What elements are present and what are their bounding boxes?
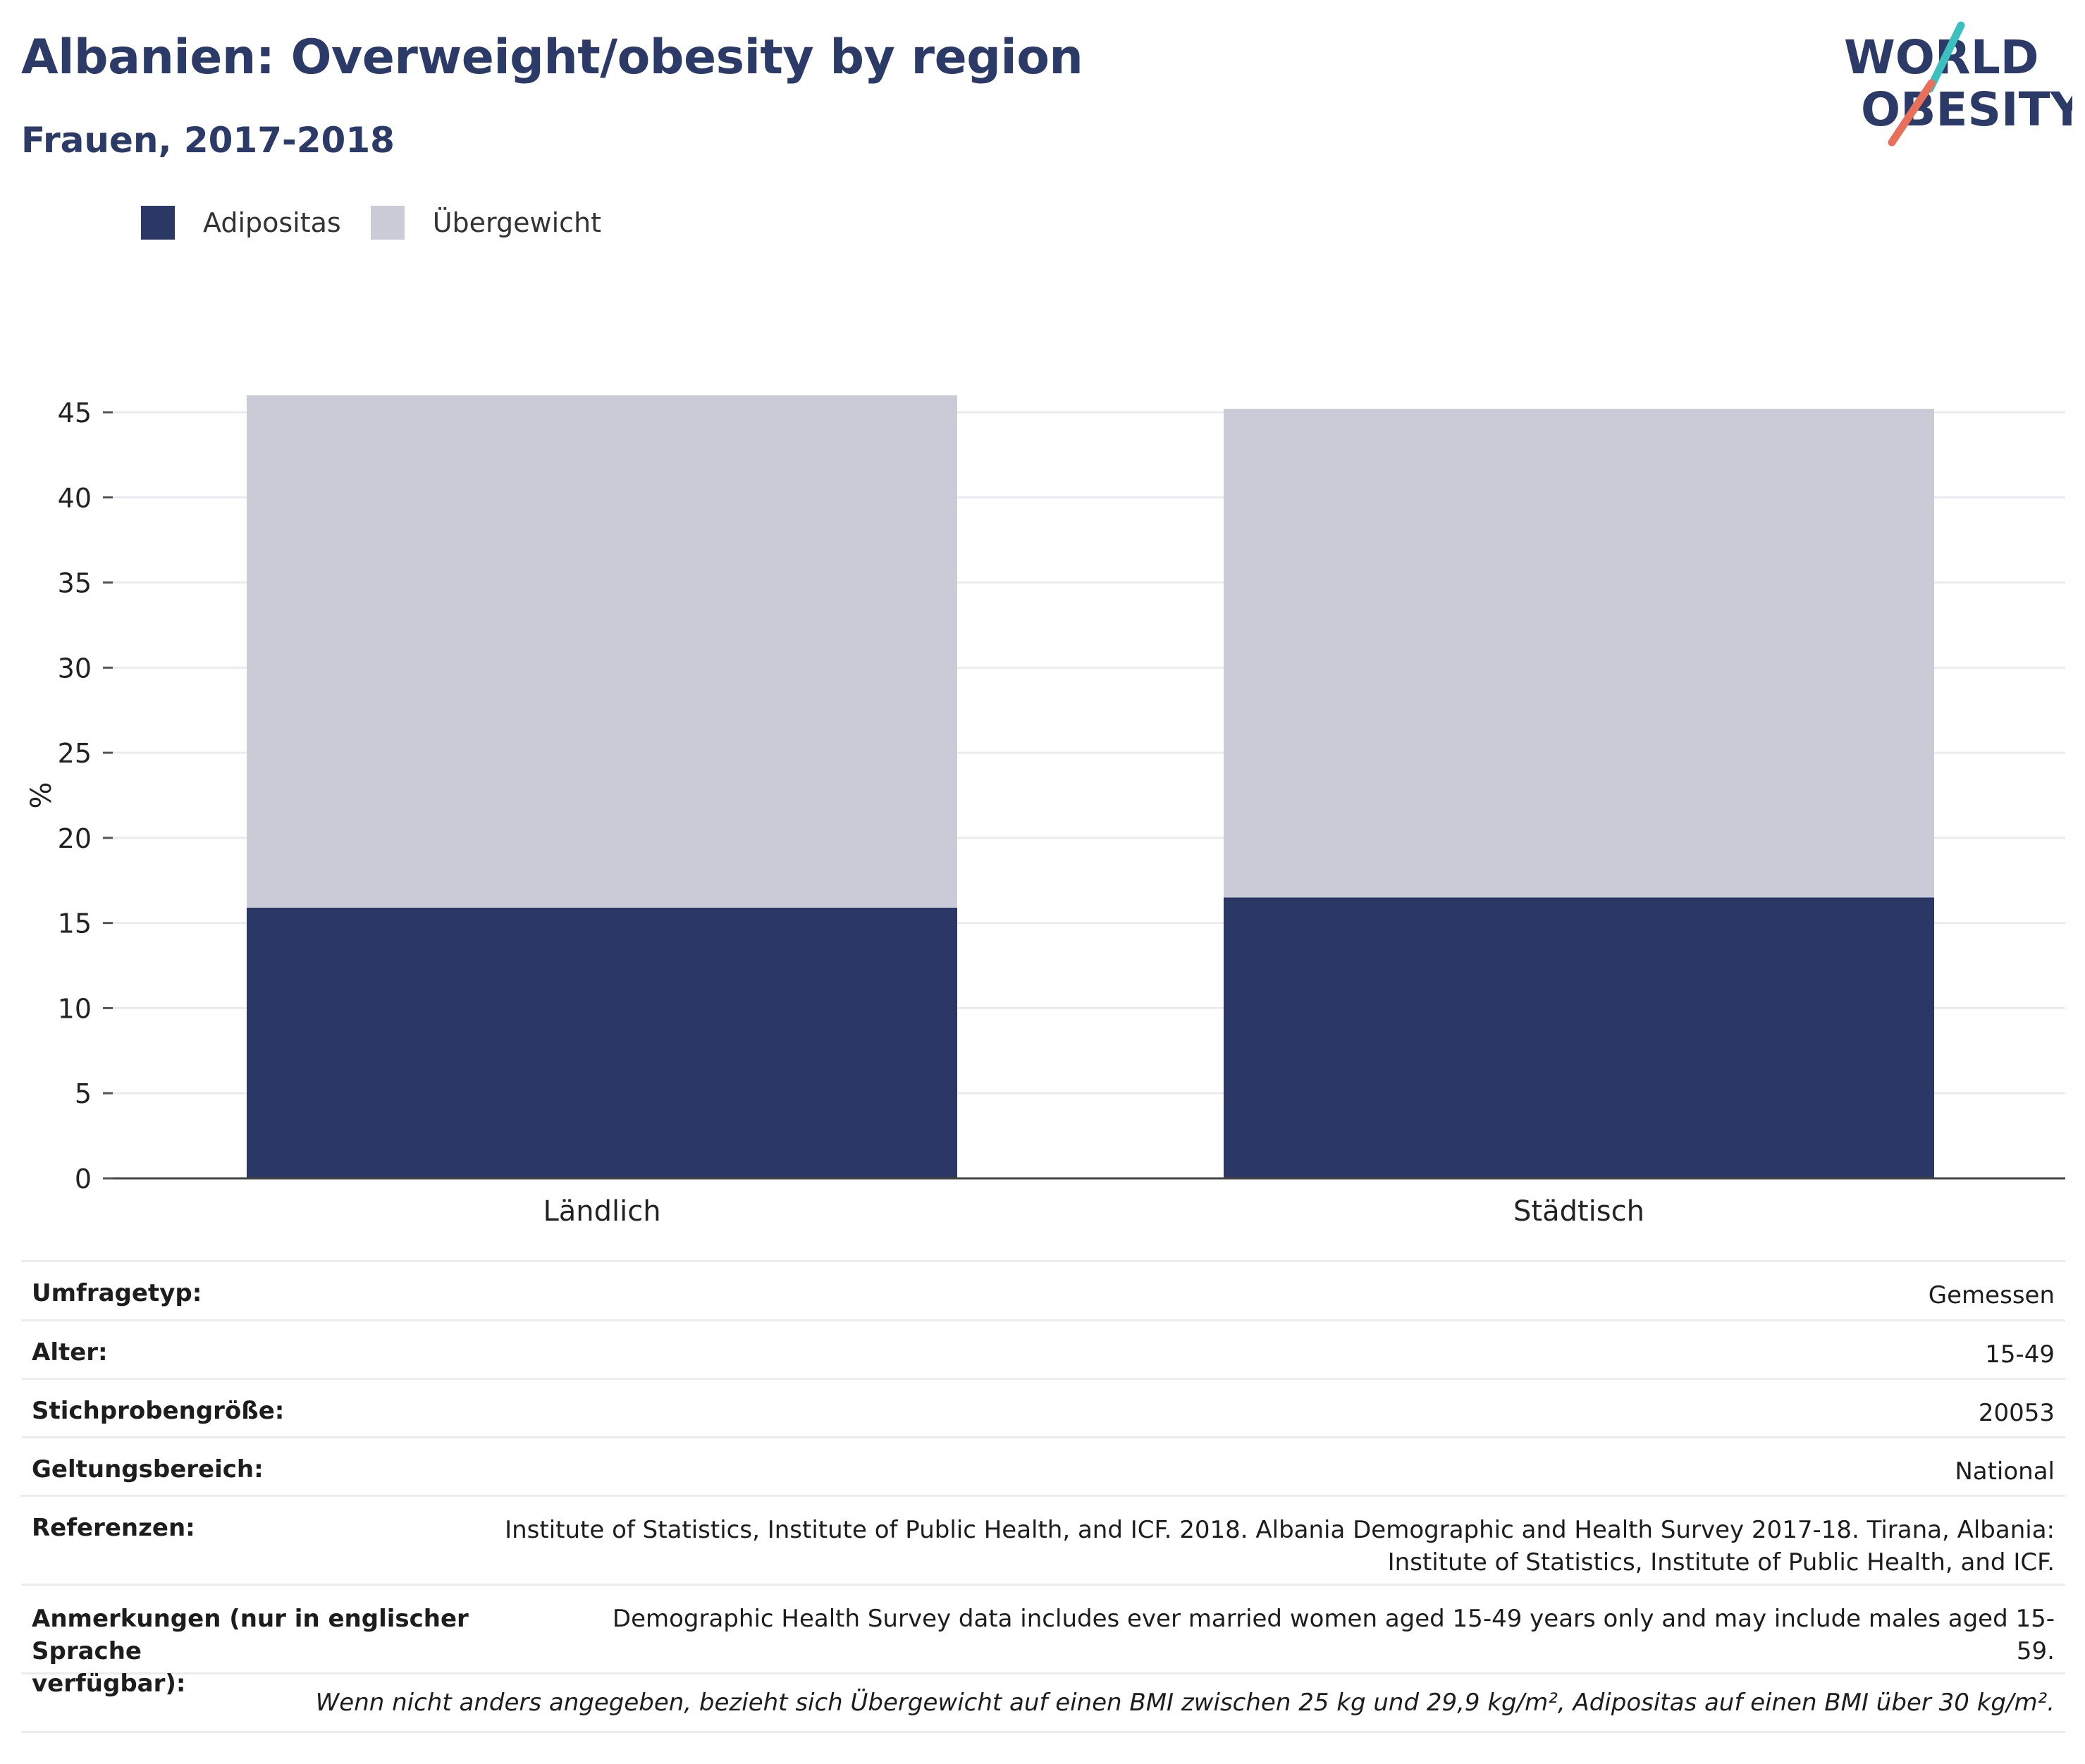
legend-swatch-uebergewicht xyxy=(370,206,405,240)
info-value-age: 15-49 xyxy=(1985,1340,2055,1369)
logo-slash-red xyxy=(1888,79,1936,147)
bar-adipositas-staedtisch[interactable] xyxy=(1224,897,1934,1178)
info-row-scope: Geltungsbereich: National xyxy=(21,1436,2065,1495)
y-tick-label: 25 xyxy=(58,738,92,769)
info-row-sample-size: Stichprobengröße: 20053 xyxy=(21,1378,2065,1436)
info-label-sample-size: Stichprobengröße: xyxy=(32,1397,285,1425)
info-value-notes: Demographic Health Survey data includes … xyxy=(612,1605,2055,1665)
info-row-survey-type: Umfragetyp: Gemessen xyxy=(21,1260,2065,1319)
info-row-notes: Anmerkungen (nur in englischer Sprache v… xyxy=(21,1584,2065,1698)
info-value-sample-size: 20053 xyxy=(1978,1399,2055,1427)
y-tick-label: 20 xyxy=(58,823,92,854)
y-tick-label: 15 xyxy=(58,908,92,939)
bar-uebergewicht-staedtisch[interactable] xyxy=(1224,409,1934,898)
info-table: Umfragetyp: Gemessen Alter: 15-49 Stichp… xyxy=(21,1260,2065,1733)
info-footnote: Wenn nicht anders angegeben, bezieht sic… xyxy=(21,1672,2065,1733)
x-tick-label: Städtisch xyxy=(1513,1195,1644,1228)
y-tick-label: 45 xyxy=(58,397,92,428)
info-label-notes-line2: verfügbar): xyxy=(32,1670,186,1698)
y-tick-label: 40 xyxy=(58,483,92,514)
y-axis-label: % xyxy=(25,782,58,808)
y-tick-label: 5 xyxy=(75,1078,92,1109)
info-value-references-line2: Institute of Statistics, Institute of Pu… xyxy=(1387,1548,2055,1577)
x-tick-label: Ländlich xyxy=(543,1195,660,1228)
chart-subtitle: Frauen, 2017-2018 xyxy=(21,120,395,161)
info-label-notes-line1: Anmerkungen (nur in englischer Sprache xyxy=(32,1605,469,1665)
y-tick-label: 0 xyxy=(75,1164,92,1195)
info-value-references-line1: Institute of Statistics, Institute of Pu… xyxy=(505,1516,2055,1544)
legend-label-adipositas: Adipositas xyxy=(203,207,341,238)
info-label-notes: Anmerkungen (nur in englischer Sprache v… xyxy=(32,1603,584,1700)
y-tick-label: 10 xyxy=(58,993,92,1024)
logo-slash-teal xyxy=(1926,21,1965,93)
info-row-references: Referenzen: Institute of Statistics, Ins… xyxy=(21,1495,2065,1584)
y-tick-label: 35 xyxy=(58,568,92,599)
info-value-references: Institute of Statistics, Institute of Pu… xyxy=(505,1514,2055,1579)
legend-item-uebergewicht[interactable]: Übergewicht xyxy=(370,206,601,240)
bar-uebergewicht-laendlich[interactable] xyxy=(247,395,957,908)
info-label-age: Alter: xyxy=(32,1338,108,1367)
y-tick-labels: 0 5 10 15 20 25 30 35 40 45 xyxy=(58,397,113,1195)
legend-item-adipositas[interactable]: Adipositas xyxy=(141,206,341,240)
legend-swatch-adipositas xyxy=(141,206,175,240)
bar-chart: 0 5 10 15 20 25 30 35 40 45 Ländlich Städtisch % xyxy=(25,395,2065,1228)
info-value-scope: National xyxy=(1955,1457,2055,1486)
logo-word-obesity: OBESITY xyxy=(1861,82,2072,137)
bar-adipositas-laendlich[interactable] xyxy=(247,907,957,1178)
bars xyxy=(247,395,1934,1178)
info-label-survey-type: Umfragetyp: xyxy=(32,1279,202,1307)
chart-title: Albanien: Overweight/obesity by region xyxy=(21,30,1083,85)
world-obesity-logo: WORLD OBESITY xyxy=(1844,21,2072,147)
info-label-scope: Geltungsbereich: xyxy=(32,1455,264,1484)
legend-label-uebergewicht: Übergewicht xyxy=(432,207,601,238)
info-value-survey-type: Gemessen xyxy=(1928,1281,2055,1309)
legend: Adipositas Übergewicht xyxy=(141,206,631,240)
y-tick-label: 30 xyxy=(58,653,92,684)
x-tick-labels: Ländlich Städtisch xyxy=(543,1195,1644,1228)
info-label-references: Referenzen: xyxy=(32,1514,195,1542)
info-row-age: Alter: 15-49 xyxy=(21,1319,2065,1378)
